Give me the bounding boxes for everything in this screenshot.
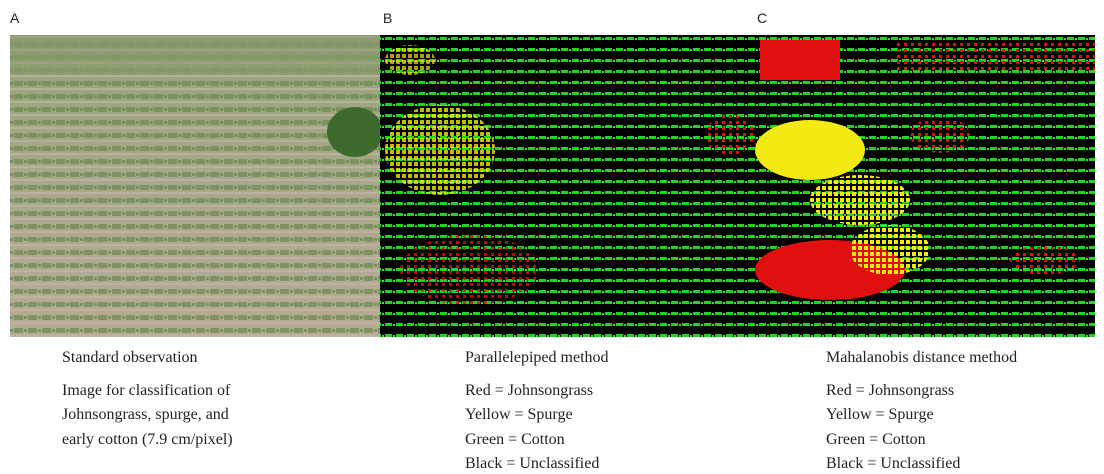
legend-line: Red = Johnsongrass: [826, 379, 1017, 404]
panel-label: A: [10, 10, 19, 26]
figure: A B C Standard observation Image for cla…: [0, 0, 1104, 474]
caption-title: Mahalanobis distance method: [826, 346, 1017, 371]
caption-title: Parallelepiped method: [465, 346, 609, 371]
legend-line: Black = Unclassified: [465, 452, 609, 474]
image-b: [380, 35, 755, 337]
caption: Standard observation Image for classific…: [62, 346, 233, 452]
figure-images: [0, 0, 1104, 340]
legend-line: Yellow = Spurge: [465, 403, 609, 428]
panel-label: C: [757, 10, 767, 26]
caption: Parallelepiped method Red = Johnsongrass…: [465, 346, 609, 474]
caption-line: early cotton (7.9 cm/pixel): [62, 428, 233, 453]
legend-line: Green = Cotton: [465, 428, 609, 453]
legend-line: Yellow = Spurge: [826, 403, 1017, 428]
legend-line: Green = Cotton: [826, 428, 1017, 453]
legend-line: Black = Unclassified: [826, 452, 1017, 474]
caption-line: Image for classification of: [62, 379, 233, 404]
legend-line: Red = Johnsongrass: [465, 379, 609, 404]
caption-line: Johnsongrass, spurge, and: [62, 403, 233, 428]
image-a: [10, 35, 383, 337]
panel-label: B: [383, 10, 392, 26]
caption: Mahalanobis distance method Red = Johnso…: [826, 346, 1017, 474]
image-c: [753, 35, 1095, 337]
caption-title: Standard observation: [62, 346, 233, 371]
